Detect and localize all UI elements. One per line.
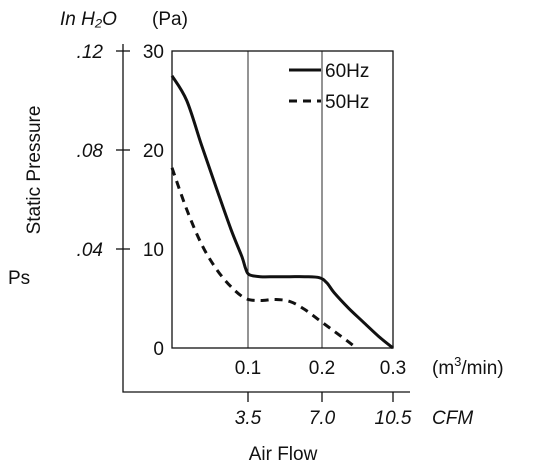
- x-tick-label: 0.1: [235, 358, 261, 379]
- inh2o-ticks: .12 .08 .04: [77, 42, 130, 261]
- y-unit-inh2o: In H₂O: [60, 9, 117, 30]
- x-ticks: 0.1 0.2 0.3 (m3/min): [235, 354, 504, 379]
- pa-tick-label: 20: [143, 141, 164, 162]
- pa-ticks: 30 20 10 0: [143, 42, 164, 360]
- inh2o-tick-label: .04: [77, 240, 103, 261]
- cfm-tick-label: 10.5: [375, 408, 412, 429]
- legend-label-50hz: 50Hz: [325, 92, 369, 113]
- series-line-60hz: [170, 74, 394, 350]
- outer-axis: [122, 44, 410, 393]
- legend-label-60hz: 60Hz: [325, 61, 369, 82]
- legend: 60Hz 50Hz: [289, 61, 369, 113]
- x-tick-label: 0.2: [309, 358, 335, 379]
- y-axis-label: Static Pressure: [24, 106, 45, 235]
- series-line-50hz: [170, 167, 358, 350]
- inh2o-tick-label: .12: [77, 42, 104, 63]
- pa-tick-label: 0: [153, 339, 164, 360]
- pa-tick-label: 10: [143, 240, 164, 261]
- cfm-ticks: 3.5 7.0 10.5 CFM: [235, 392, 473, 429]
- y-axis-symbol: Ps: [8, 268, 30, 289]
- x-tick-label: 0.3: [380, 358, 406, 379]
- y-unit-pa: (Pa): [152, 9, 188, 30]
- x-axis-label: Air Flow: [249, 444, 318, 465]
- plot-frame: [171, 50, 394, 349]
- cfm-unit-label: CFM: [432, 408, 473, 429]
- cfm-tick-label: 3.5: [235, 408, 262, 429]
- inh2o-tick-label: .08: [77, 141, 104, 162]
- cfm-tick-label: 7.0: [309, 408, 336, 429]
- x-unit-label: (m3/min): [432, 354, 504, 379]
- pa-tick-label: 30: [143, 42, 164, 63]
